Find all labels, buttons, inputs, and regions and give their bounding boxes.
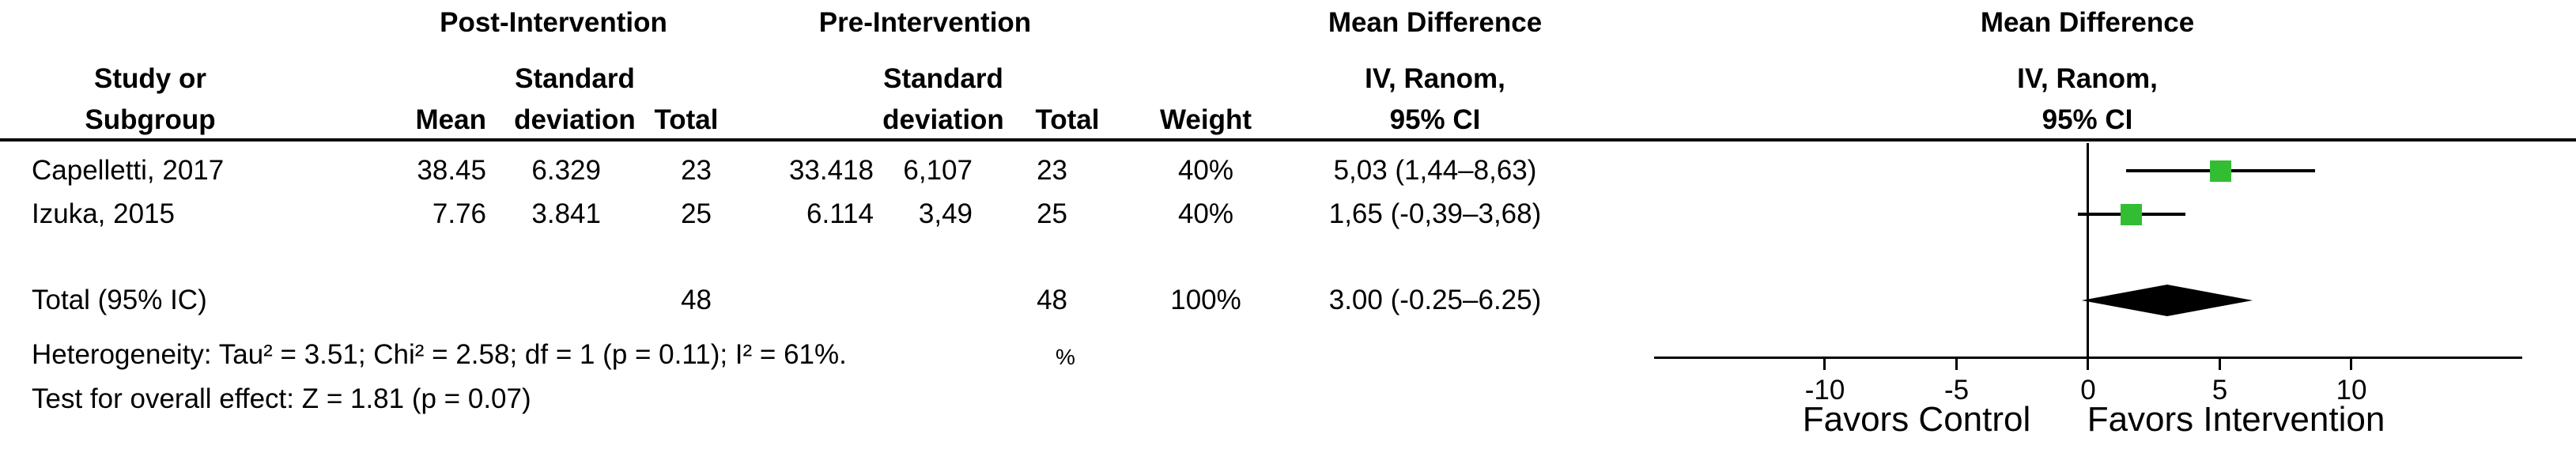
ci-value: 1,65 (-0,39–3,68) [1328, 198, 1542, 229]
weight-header: Weight [1159, 104, 1252, 135]
total-ci-value: 3.00 (-0.25–6.25) [1328, 285, 1542, 315]
study-effect-square [2121, 203, 2143, 225]
mean-difference-table-header: Mean Difference [1328, 7, 1543, 38]
mean-difference-plot-header: Mean Difference [1980, 7, 2195, 38]
x-axis-tick-label: 5 [2212, 375, 2228, 406]
weight-value: 40% [1177, 198, 1234, 229]
heterogeneity-text: Heterogeneity: Tau² = 3.51; Chi² = 2.58;… [32, 339, 847, 370]
pre-total-value: 25 [1037, 198, 1067, 229]
ci-value: 5,03 (1,44–8,63) [1333, 155, 1537, 186]
pre-intervention-group-header: Pre-Intervention [818, 7, 1032, 38]
x-axis-tick-label: -10 [1804, 375, 1845, 406]
total-effect-diamond [2081, 285, 2253, 316]
favors-control-label: Favors Control [1802, 400, 2031, 439]
post-total-value: 25 [681, 198, 712, 229]
post-total-header: Total [654, 104, 719, 135]
post-sd-header-line1: Standard [515, 63, 635, 94]
post-sd-value: 3.841 [531, 198, 601, 229]
pre-sd-value: 6,107 [903, 155, 973, 186]
total-pre-total-value: 48 [1037, 285, 1067, 315]
pre-sd-value: 3,49 [918, 198, 973, 229]
pre-sd-header-line2: deviation [882, 104, 1004, 135]
iv-plot-header-line2: 95% CI [2042, 104, 2133, 135]
post-sd-header-line2: deviation [514, 104, 636, 135]
x-axis-tick [2218, 358, 2221, 370]
post-mean-header: Mean [415, 104, 486, 135]
post-mean-value: 7.76 [432, 198, 486, 229]
post-mean-value: 38.45 [417, 155, 486, 186]
zero-reference-line [2087, 143, 2089, 358]
header-divider-line [0, 138, 2576, 141]
x-axis-tick [2087, 358, 2089, 370]
study-header-line1: Study or [94, 63, 206, 94]
pre-sd-header-line1: Standard [883, 63, 1003, 94]
post-intervention-group-header: Post-Intervention [440, 7, 667, 38]
total-row-label: Total (95% IC) [32, 285, 207, 315]
x-axis-tick-label: 0 [2080, 375, 2096, 406]
iv-table-header-line1: IV, Ranom, [1365, 63, 1505, 94]
overall-effect-text: Test for overall effect: Z = 1.81 (p = 0… [32, 383, 531, 414]
iv-table-header-line2: 95% CI [1389, 104, 1481, 135]
x-axis-tick [1823, 358, 1826, 370]
pre-mean-value: 6.114 [806, 198, 874, 229]
favors-intervention-label: Favors Intervention [2087, 400, 2385, 439]
pre-total-value: 23 [1037, 155, 1067, 186]
x-axis-tick-label: 10 [2336, 375, 2367, 406]
iv-plot-header-line1: IV, Ranom, [2017, 63, 2158, 94]
total-post-total-value: 48 [681, 285, 712, 315]
x-axis-tick-label: -5 [1943, 375, 1970, 406]
study-effect-square [2209, 160, 2231, 182]
study-header-line2: Subgroup [85, 104, 216, 135]
post-total-value: 23 [681, 155, 712, 186]
pre-total-header: Total [1035, 104, 1100, 135]
study-name: Capelletti, 2017 [32, 155, 225, 186]
x-axis-tick [2350, 358, 2352, 370]
x-axis-tick [1955, 358, 1958, 370]
post-sd-value: 6.329 [531, 155, 601, 186]
total-weight-value: 100% [1170, 285, 1241, 315]
stray-percent-glyph: % [1056, 345, 1075, 369]
weight-value: 40% [1177, 155, 1234, 186]
pre-mean-value: 33.418 [788, 155, 874, 186]
study-name: Izuka, 2015 [32, 198, 175, 229]
